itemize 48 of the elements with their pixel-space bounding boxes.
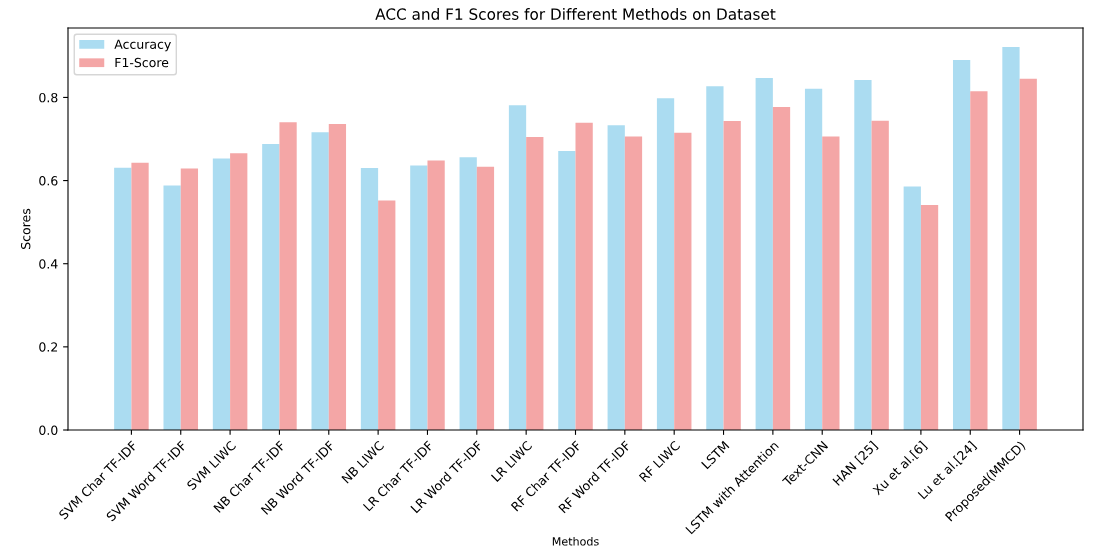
bar [1002, 47, 1020, 430]
bar [871, 120, 889, 430]
y-tick-label: 0.6 [39, 176, 58, 186]
bar [427, 160, 445, 430]
bar [328, 124, 347, 430]
bar [723, 121, 741, 430]
bar [410, 165, 428, 430]
bar [558, 151, 576, 430]
bar [476, 166, 495, 430]
bar [163, 185, 181, 430]
bar [607, 125, 625, 430]
bar [822, 136, 840, 430]
bar [952, 60, 971, 430]
bar [212, 158, 231, 430]
bar [378, 200, 396, 430]
bar [854, 79, 872, 430]
y-tick-label: 0.0 [39, 425, 58, 435]
bar [575, 122, 593, 430]
y-tick-label: 0.8 [39, 92, 58, 103]
bar [114, 167, 132, 430]
bar [508, 105, 527, 430]
bar [279, 122, 297, 430]
bar [674, 132, 692, 430]
x-axis-title: Methods [552, 537, 599, 546]
chart-title: ACC and F1 Scores for Different Methods on Dataset [375, 8, 776, 20]
bar [1019, 78, 1037, 430]
bar [526, 136, 544, 430]
y-axis-title: Scores [20, 208, 31, 249]
bar [903, 186, 921, 430]
bar [706, 86, 724, 430]
bar [360, 168, 379, 430]
bar [970, 91, 988, 430]
bar [624, 136, 643, 430]
bar [772, 106, 791, 430]
y-tick-label: 0.2 [39, 342, 58, 352]
bar [920, 205, 939, 430]
bar [804, 88, 823, 430]
bar [180, 168, 199, 430]
bar [311, 132, 329, 430]
y-tick-label: 0.4 [39, 259, 58, 269]
bar [656, 98, 675, 430]
bar [131, 162, 149, 430]
bar [459, 157, 477, 430]
bar [262, 143, 280, 430]
bar [755, 77, 773, 430]
legend-label: F1-Score [115, 57, 169, 68]
legend-label: Accuracy [114, 39, 171, 52]
bar [230, 153, 248, 430]
